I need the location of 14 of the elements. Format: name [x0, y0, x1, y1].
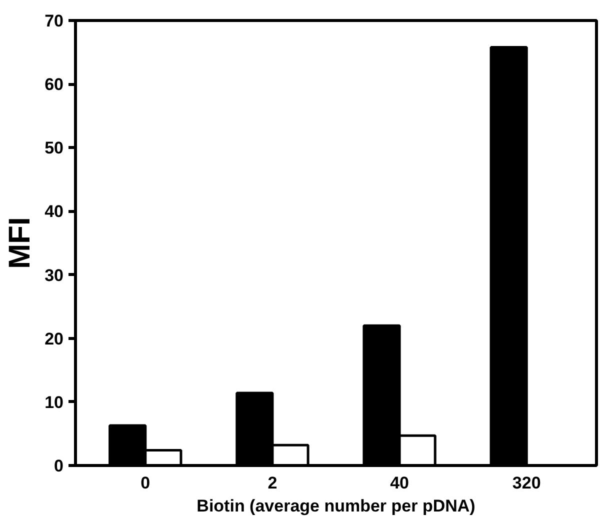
- y-tick-label: 50: [44, 138, 64, 158]
- y-tick-label: 40: [44, 202, 64, 222]
- y-tick-label: 10: [44, 392, 64, 412]
- x-tick-label: 320: [512, 474, 541, 492]
- y-tick-label: 0: [54, 456, 64, 476]
- y-tick-label: 30: [44, 266, 64, 285]
- y-axis-title: MFI: [4, 217, 37, 269]
- x-tick-label: 0: [140, 474, 150, 492]
- x-tick-label: 2: [268, 474, 278, 492]
- y-tick-label: 70: [44, 12, 64, 30]
- x-axis-title: Biotin (average number per pDNA): [196, 496, 476, 516]
- y-tick-label: 60: [44, 75, 64, 94]
- x-tick-label: 40: [390, 474, 410, 492]
- y-tick-label: 20: [44, 329, 64, 348]
